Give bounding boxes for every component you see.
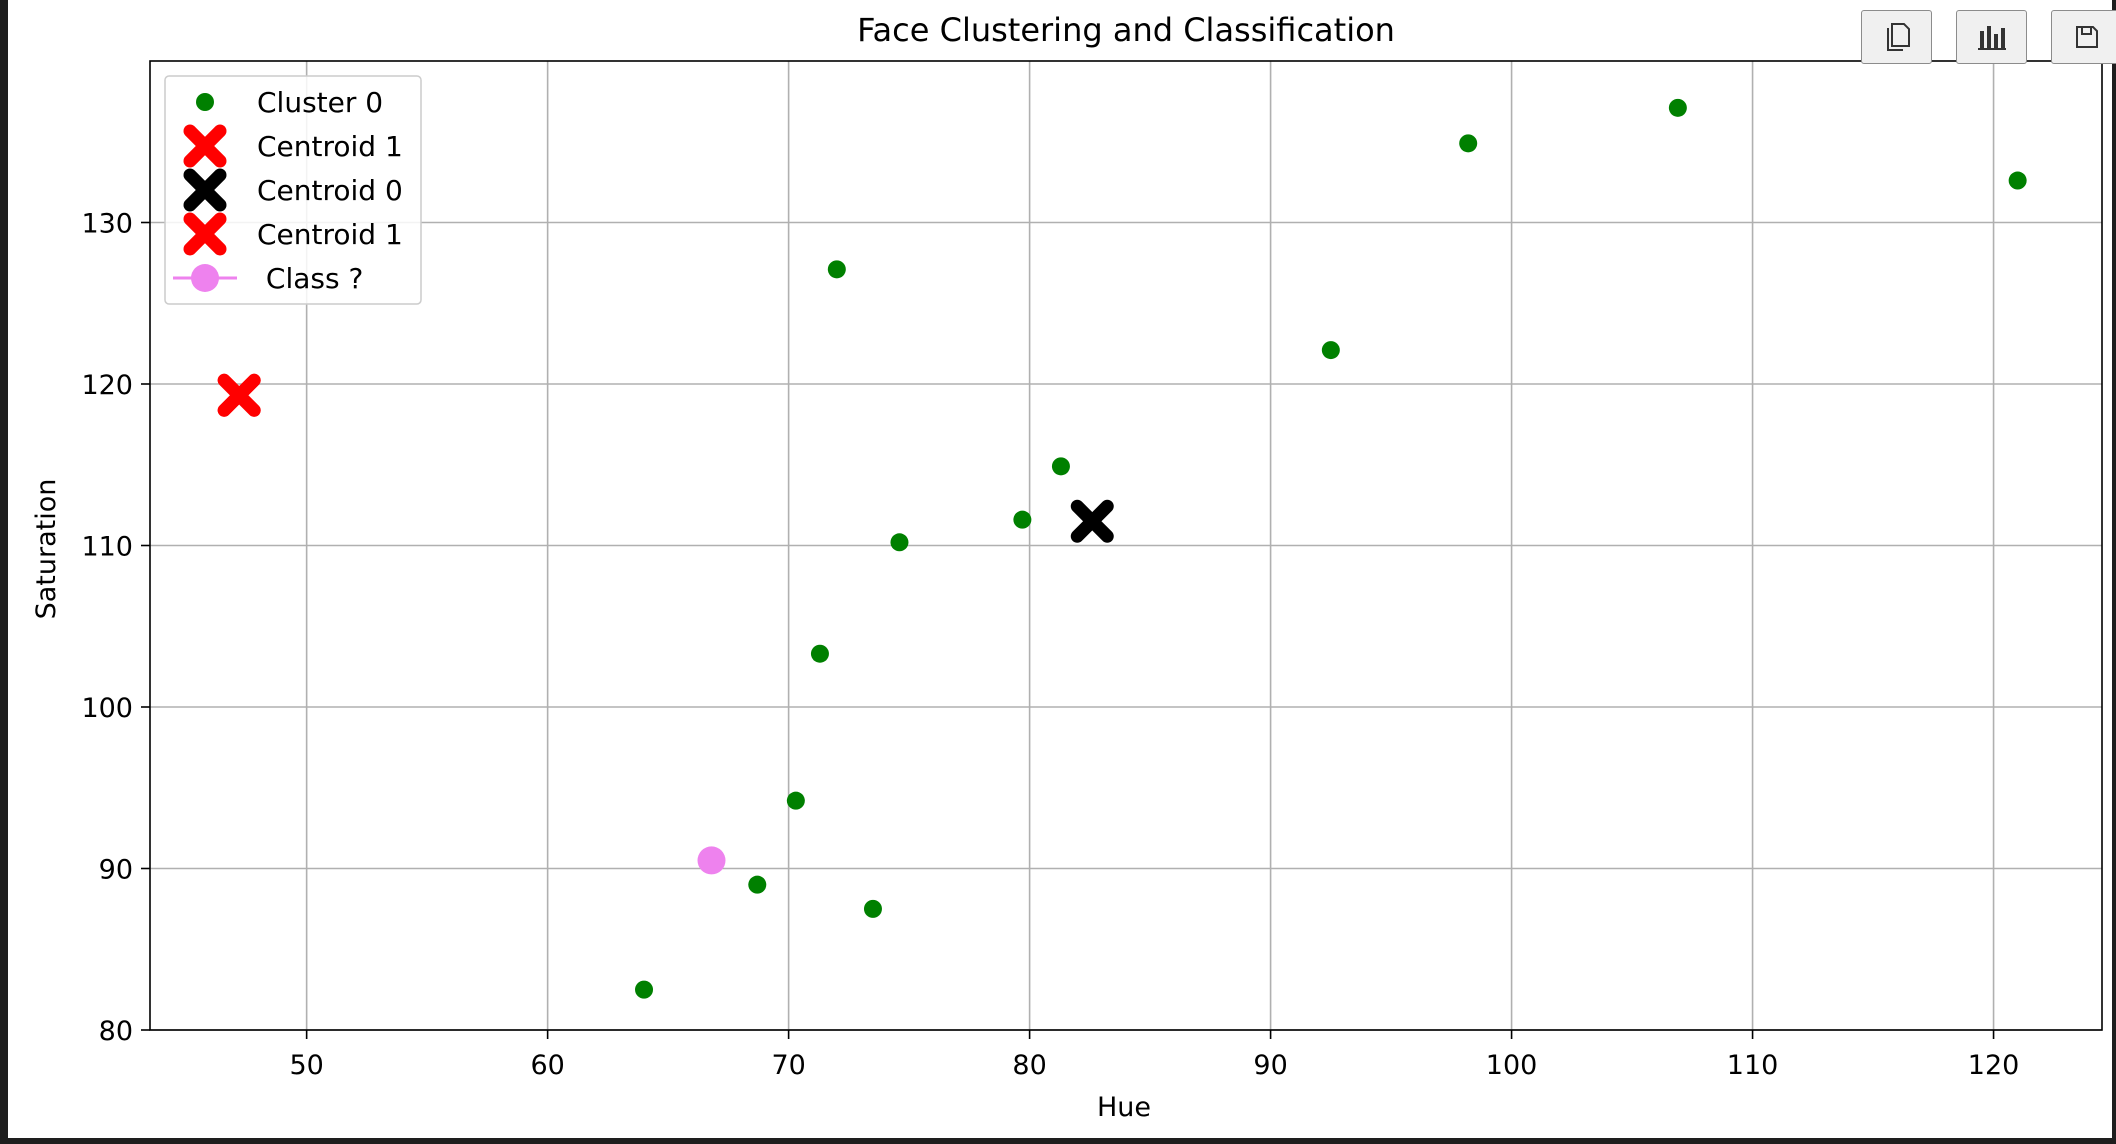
y-tick-label: 80 xyxy=(99,1016,133,1047)
copy-button[interactable] xyxy=(1861,10,1932,64)
x-tick-label: 60 xyxy=(530,1050,564,1081)
cluster-point xyxy=(748,875,767,894)
window-edge-right xyxy=(2112,0,2116,1144)
x-axis: 50 60 70 80 90 100 110 120 xyxy=(289,1030,2019,1081)
legend-x-marker xyxy=(183,124,227,168)
legend-box xyxy=(164,75,422,305)
x-tick-label: 110 xyxy=(1727,1050,1779,1081)
legend-dot-marker xyxy=(196,93,214,111)
cluster-point xyxy=(810,644,829,663)
cluster-point xyxy=(2008,171,2027,190)
y-tick-label: 110 xyxy=(81,532,133,563)
copy-icon xyxy=(1886,23,1910,51)
cluster-point xyxy=(1051,457,1070,476)
x-tick-label: 70 xyxy=(771,1050,805,1081)
cluster-point xyxy=(1668,98,1687,117)
x-tick-label: 80 xyxy=(1012,1050,1046,1081)
legend-label: Centroid 0 xyxy=(257,174,403,207)
centroid-1-marker xyxy=(217,373,261,417)
x-tick-label: 120 xyxy=(1968,1050,2020,1081)
x-tick-label: 50 xyxy=(289,1050,323,1081)
chart-button[interactable] xyxy=(1956,10,2027,64)
save-button[interactable] xyxy=(2051,10,2116,64)
cluster-point xyxy=(890,533,909,552)
class-point xyxy=(697,846,726,875)
y-tick-label: 120 xyxy=(81,370,133,401)
legend-label: Centroid 1 xyxy=(257,130,403,163)
centroid-0-marker xyxy=(1070,499,1114,543)
legend-label: Centroid 1 xyxy=(257,218,403,251)
window-edge-bottom xyxy=(0,1138,2116,1144)
legend-circle-marker xyxy=(191,264,219,292)
legend-label: Class ? xyxy=(257,262,363,295)
legend-label: Cluster 0 xyxy=(257,86,383,119)
cluster-point xyxy=(827,260,846,279)
y-tick-label: 100 xyxy=(81,693,133,724)
y-axis-label: Saturation xyxy=(31,479,62,620)
data-layer xyxy=(217,98,2027,999)
cluster-point xyxy=(786,791,805,810)
bar-chart-icon xyxy=(1977,26,2006,50)
y-tick-label: 90 xyxy=(99,855,133,886)
legend-x-marker xyxy=(183,168,227,212)
cluster-point xyxy=(863,899,882,918)
x-axis-label: Hue xyxy=(1097,1092,1151,1123)
cluster-point xyxy=(1321,341,1340,360)
y-axis: 80 90 100 110 120 130 xyxy=(81,209,150,1047)
window-edge-left xyxy=(0,0,8,1144)
x-tick-label: 100 xyxy=(1486,1050,1538,1081)
cluster-point xyxy=(1013,510,1032,529)
x-tick-label: 90 xyxy=(1253,1050,1287,1081)
chart-title: Face Clustering and Classification xyxy=(857,11,1395,49)
cluster-point xyxy=(1459,134,1478,153)
cluster-point xyxy=(635,980,654,999)
save-icon xyxy=(2075,26,2098,48)
legend-x-marker xyxy=(183,212,227,256)
y-tick-label: 130 xyxy=(81,209,133,240)
